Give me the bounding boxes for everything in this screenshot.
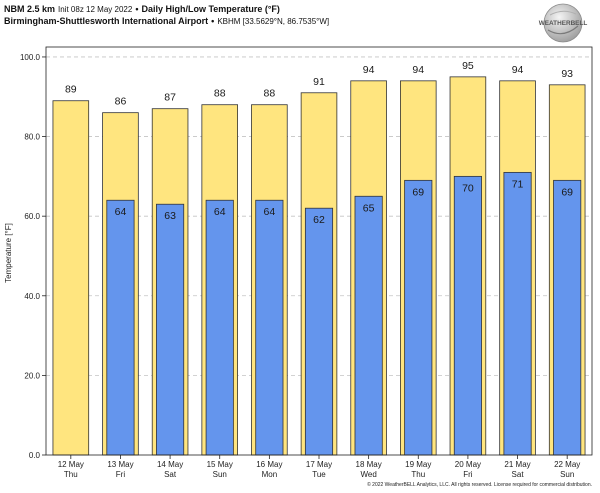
y-tick-label: 100.0: [20, 53, 41, 62]
x-tick-label-day: Fri: [463, 470, 473, 479]
x-tick-label-date: 20 May: [455, 460, 481, 469]
station-name: Birmingham-Shuttlesworth International A…: [4, 16, 209, 26]
high-value-label: 94: [512, 64, 524, 76]
separator: •: [211, 16, 215, 26]
x-tick-label-day: Sun: [213, 470, 227, 479]
data-labels: 89 86 87 88 88 91 94 94 95 94 93 64 63 64 64 62 65 69 70 71…: [65, 60, 573, 226]
low-bar: [404, 179, 433, 456]
station-meta: KBHM [33.5629°N, 86.7535°W]: [217, 17, 330, 26]
x-tick-label-day: Thu: [411, 470, 425, 479]
x-tick-label-day: Sat: [164, 470, 177, 479]
high-value-label: 95: [462, 60, 474, 72]
y-tick-label: 20.0: [24, 371, 40, 380]
logo-swirl-icon: [547, 25, 579, 35]
weatherbell-logo: WEATHERBELL: [539, 3, 588, 43]
low-bar: [304, 207, 334, 456]
product-title: Daily High/Low Temperature (°F): [141, 4, 280, 14]
bars: [52, 76, 586, 456]
low-value-label: 69: [561, 186, 573, 198]
y-tick-label: 0.0: [29, 451, 41, 460]
low-value-label: 71: [512, 178, 524, 190]
low-bar: [553, 179, 582, 456]
x-tick-label-day: Mon: [262, 470, 278, 479]
copyright-footer: © 2022 WeatherBELL Analytics, LLC. All r…: [367, 482, 592, 488]
high-value-label: 91: [313, 76, 325, 88]
x-tick-label-day: Sun: [560, 470, 574, 479]
y-axis-label: Temperature [°F]: [4, 223, 13, 283]
x-tick-label-day: Wed: [360, 470, 376, 479]
x-tick-label-date: 22 May: [554, 460, 580, 469]
low-value-label: 65: [363, 202, 375, 214]
x-tick-label-date: 17 May: [306, 460, 332, 469]
low-bar: [255, 199, 284, 456]
x-tick-label-date: 21 May: [504, 460, 530, 469]
x-tick-label-date: 13 May: [107, 460, 133, 469]
high-value-label: 89: [65, 84, 77, 96]
header-line-2: Birmingham-Shuttlesworth International A…: [4, 14, 329, 26]
x-tick-label-date: 12 May: [58, 460, 84, 469]
init-time: Init 08z 12 May 2022: [58, 5, 133, 14]
x-tick-label-date: 19 May: [405, 460, 431, 469]
high-value-label: 86: [115, 96, 127, 108]
high-value-label: 93: [561, 68, 573, 80]
high-value-label: 87: [164, 92, 176, 104]
low-bar: [106, 199, 135, 456]
y-tick-label: 80.0: [24, 133, 40, 142]
high-value-label: 88: [214, 88, 226, 100]
low-value-label: 64: [214, 206, 226, 218]
high-value-label: 88: [264, 88, 276, 100]
logo-text: WEATHERBELL: [539, 20, 588, 27]
model-name: NBM 2.5 km: [4, 4, 56, 14]
low-bar: [503, 171, 532, 456]
x-tick-label-date: 15 May: [207, 460, 233, 469]
y-tick-label: 40.0: [24, 292, 40, 301]
chart-header: NBM 2.5 km Init 08z 12 May 2022 • Daily Hig…: [4, 2, 329, 26]
high-bar: [52, 100, 90, 456]
low-bar: [453, 175, 482, 456]
low-value-label: 64: [264, 206, 276, 218]
header-line-1: NBM 2.5 km Init 08z 12 May 2022 • Daily Hig…: [4, 2, 329, 14]
x-tick-label-date: 14 May: [157, 460, 183, 469]
low-bar: [354, 195, 383, 456]
high-value-label: 94: [412, 64, 424, 76]
x-tick-label-day: Tue: [312, 470, 326, 479]
low-bar: [156, 203, 185, 456]
low-value-label: 63: [164, 210, 176, 222]
x-tick-label-day: Thu: [64, 470, 78, 479]
x-tick-label-day: Sat: [512, 470, 525, 479]
low-value-label: 64: [115, 206, 127, 218]
low-bar: [205, 199, 234, 456]
x-tick-label-date: 18 May: [356, 460, 382, 469]
high-value-label: 94: [363, 64, 375, 76]
y-tick-label: 60.0: [24, 212, 40, 221]
separator: •: [135, 4, 139, 14]
x-tick-label-day: Fri: [116, 470, 126, 479]
y-axis: 0.0 20.0 40.0 60.0 80.0 100.0: [20, 53, 46, 460]
low-value-label: 62: [313, 214, 325, 226]
low-value-label: 70: [462, 182, 474, 194]
x-tick-label-date: 16 May: [256, 460, 282, 469]
low-value-label: 69: [412, 186, 424, 198]
logo-swirl-icon: [549, 10, 577, 16]
